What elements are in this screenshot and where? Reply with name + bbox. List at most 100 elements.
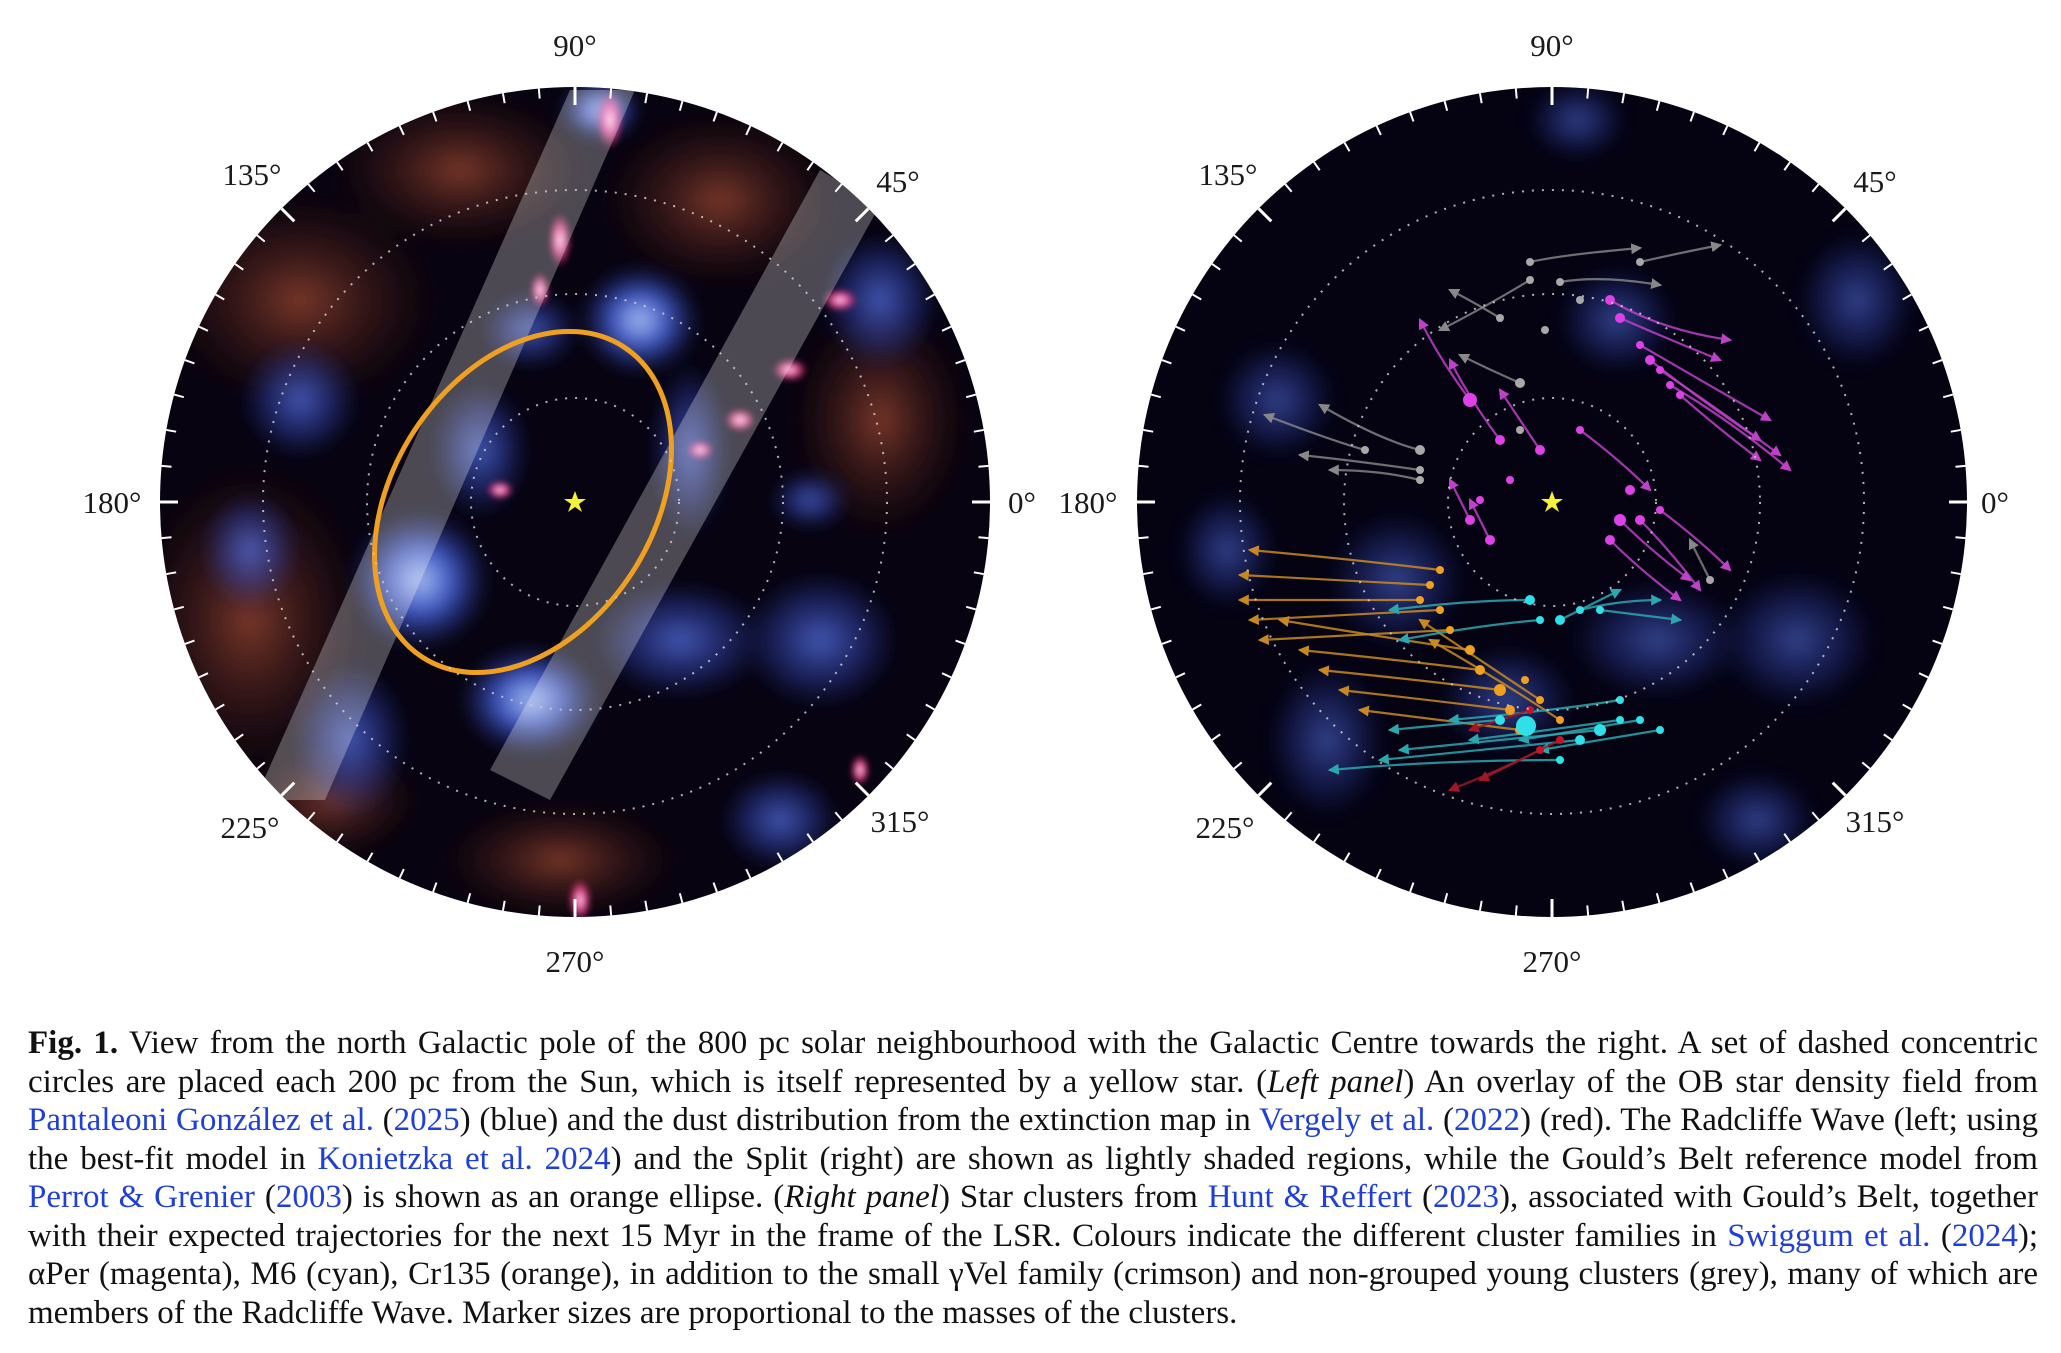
azimuth-tick (1722, 868, 1729, 879)
azimuth-tick (678, 100, 684, 112)
azimuth-tick (1211, 263, 1221, 271)
azimuth-tick (806, 161, 814, 171)
azimuth-tick (925, 293, 935, 301)
azimuth-tick (1443, 892, 1449, 904)
azimuth-tick (1313, 833, 1321, 843)
radcliffe-wave-band (255, 90, 635, 800)
label-135: 135° (223, 157, 282, 192)
citation-link[interactable]: Perrot & Grenier (28, 1179, 255, 1215)
azimuth-tick (307, 811, 316, 821)
azimuth-tick (1284, 183, 1293, 193)
azimuth-tick (834, 183, 843, 193)
label-90: 90° (553, 28, 596, 63)
citation-year-link[interactable]: 2022 (1454, 1102, 1521, 1138)
azimuth-tick (925, 703, 935, 711)
azimuth-tick (1150, 605, 1162, 611)
azimuth-tick (644, 93, 649, 104)
citation-year-link[interactable]: 2003 (275, 1179, 342, 1215)
azimuth-tick (501, 93, 506, 104)
label-225: 225° (221, 810, 280, 845)
m6-markers (1495, 595, 1664, 764)
azimuth-tick (644, 900, 649, 911)
split-band (490, 170, 880, 800)
distance-rings (262, 189, 888, 815)
azimuth-tick (955, 639, 966, 645)
goulds-belt-ellipse (372, 328, 674, 676)
citation-link[interactable]: Swiggum et al. (1727, 1217, 1931, 1254)
azimuth-tick (234, 263, 244, 271)
azimuth-tick (1918, 672, 1929, 679)
citation-link[interactable]: Hunt & Reffert (1207, 1179, 1413, 1215)
azimuth-tick (1343, 852, 1351, 862)
azimuth-tick (1192, 703, 1202, 711)
azimuth-tick (1689, 111, 1695, 122)
azimuth-tick (215, 703, 225, 711)
citation-link[interactable]: Vergely et al. (1258, 1102, 1435, 1138)
azimuth-tick (906, 263, 916, 271)
azimuth-tick (978, 464, 989, 468)
azimuth-tick (1955, 536, 1966, 540)
azimuth-tick (1192, 293, 1202, 301)
caption-text: ( (1930, 1217, 1952, 1254)
citation-link[interactable]: Konietzka et al. 2024 (317, 1140, 611, 1177)
caption-text: ) (blue) and the dust distribution from … (459, 1102, 1259, 1138)
azimuth-tick (1211, 733, 1221, 741)
caption-text: ) is shown as an orange ellipse. ( (341, 1179, 785, 1215)
citation-year-link[interactable]: 2024 (1951, 1217, 2018, 1254)
label-90-right: 90° (1530, 28, 1573, 63)
azimuth-tick (906, 733, 916, 741)
label-45: 45° (876, 164, 919, 199)
ungrouped-trajectories (1262, 241, 1723, 582)
azimuth-tick (1257, 207, 1273, 223)
citation-year-link[interactable]: 2025 (393, 1102, 460, 1138)
caption-text: ) An overlay of the OB star density fiel… (1403, 1063, 2038, 1100)
azimuth-tick (1902, 293, 1912, 301)
azimuth-tick (1586, 88, 1590, 99)
azimuth-tick (1655, 100, 1661, 112)
azimuth-tick (161, 464, 172, 468)
azimuth-tick (366, 852, 374, 862)
distance-rings-right (1239, 189, 1865, 815)
azimuth-tick (1831, 207, 1847, 223)
label-0-right: 0° (1981, 485, 2009, 520)
left-panel-map (160, 87, 970, 917)
right-angle-labels: 90° 135° 45° 180° 0° 225° 315° 270° (1059, 28, 2009, 979)
label-135-right: 135° (1199, 157, 1258, 192)
azimuth-tick (366, 142, 374, 152)
azimuth-tick (745, 868, 752, 879)
sun-marker-right (1541, 491, 1563, 512)
label-0: 0° (1008, 485, 1036, 520)
azimuth-tick (1753, 142, 1761, 152)
azimuth-tick (466, 100, 472, 112)
label-180: 180° (83, 485, 142, 520)
azimuth-tick (280, 781, 296, 797)
citation-link[interactable]: Pantaleoni González et al. (28, 1102, 374, 1138)
azimuth-tick (1284, 811, 1293, 821)
azimuth-tick (307, 183, 316, 193)
right-panel (1137, 87, 1967, 917)
azimuth-tick (198, 325, 209, 332)
azimuth-tick (1722, 125, 1729, 136)
azimuth-tick (256, 234, 266, 243)
azimuth-tick (884, 234, 894, 243)
azimuth-tick (501, 900, 506, 911)
caption-text: ( (1434, 1102, 1455, 1138)
azimuth-tick (745, 125, 752, 136)
sun-marker (564, 491, 586, 512)
left-angle-ticks (160, 87, 990, 917)
azimuth-tick (941, 325, 952, 332)
azimuth-tick (1753, 852, 1761, 862)
azimuth-tick (776, 142, 784, 152)
azimuth-tick (1932, 639, 1943, 645)
label-45-right: 45° (1853, 164, 1896, 199)
azimuth-tick (173, 393, 185, 399)
azimuth-tick (166, 428, 177, 433)
citation-year-link[interactable]: 2023 (1432, 1179, 1499, 1215)
azimuth-tick (776, 852, 784, 862)
azimuth-tick (806, 833, 814, 843)
azimuth-tick (1831, 781, 1847, 797)
azimuth-tick (965, 393, 977, 399)
azimuth-tick (432, 111, 438, 122)
azimuth-tick (1143, 428, 1154, 433)
azimuth-tick (834, 811, 843, 821)
